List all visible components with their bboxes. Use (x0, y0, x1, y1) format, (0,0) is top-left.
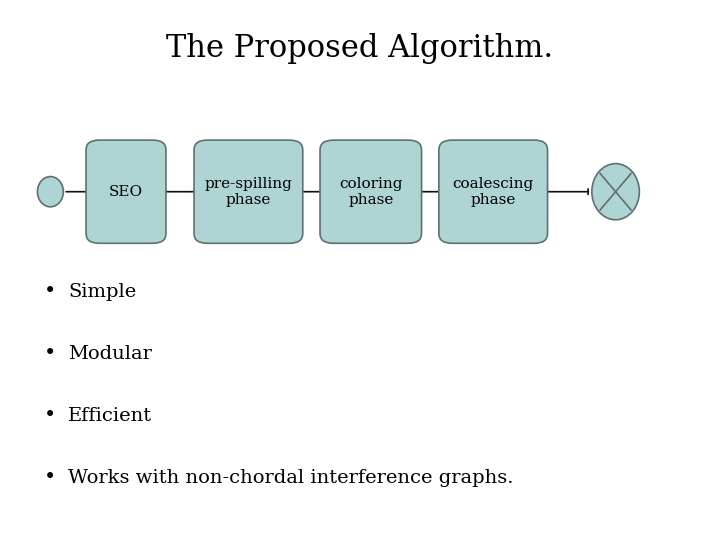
FancyBboxPatch shape (439, 140, 548, 243)
FancyBboxPatch shape (194, 140, 302, 243)
FancyBboxPatch shape (320, 140, 422, 243)
Text: Works with non-chordal interference graphs.: Works with non-chordal interference grap… (68, 469, 514, 487)
Text: SEO: SEO (109, 185, 143, 199)
Text: •: • (44, 406, 57, 426)
Text: Efficient: Efficient (68, 407, 153, 425)
Text: Modular: Modular (68, 345, 152, 363)
Text: Simple: Simple (68, 282, 137, 301)
Ellipse shape (37, 177, 63, 207)
Text: coloring
phase: coloring phase (339, 177, 402, 207)
Text: •: • (44, 468, 57, 488)
Text: coalescing
phase: coalescing phase (453, 177, 534, 207)
Ellipse shape (592, 164, 639, 220)
FancyBboxPatch shape (86, 140, 166, 243)
Text: pre-spilling
phase: pre-spilling phase (204, 177, 292, 207)
Text: •: • (44, 344, 57, 363)
Text: •: • (44, 282, 57, 301)
Text: The Proposed Algorithm.: The Proposed Algorithm. (166, 33, 554, 64)
